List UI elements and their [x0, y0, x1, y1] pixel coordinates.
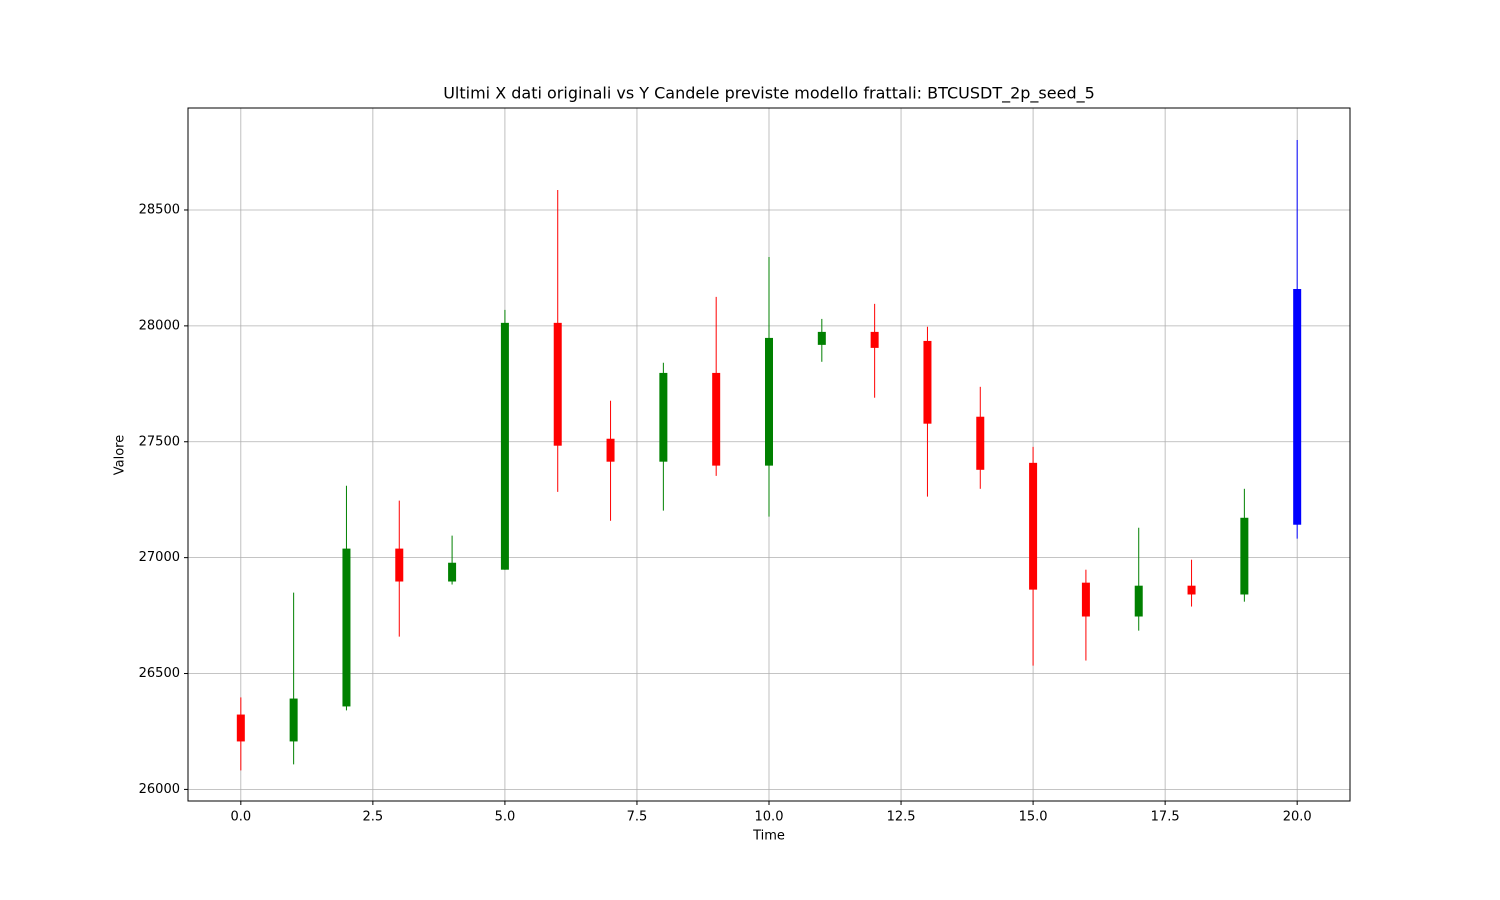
- plot-area: [188, 108, 1350, 801]
- x-axis-label: Time: [752, 829, 785, 844]
- y-tick-label: 26500: [139, 666, 180, 681]
- y-tick-label: 26000: [139, 782, 180, 797]
- candle-body: [1134, 585, 1143, 617]
- candle-body: [976, 416, 985, 470]
- y-tick-label: 27000: [139, 550, 180, 565]
- x-tick-label: 10.0: [755, 810, 784, 825]
- x-tick-label: 15.0: [1019, 810, 1048, 825]
- y-axis-label: Valore: [113, 435, 128, 475]
- candle-body: [289, 698, 298, 742]
- x-tick-label: 5.0: [495, 810, 516, 825]
- candle-body: [923, 340, 932, 424]
- x-tick-label: 17.5: [1151, 810, 1180, 825]
- candle-body: [236, 714, 245, 742]
- chart-title: Ultimi X dati originali vs Y Candele pre…: [443, 84, 1095, 104]
- candle-body: [1187, 585, 1196, 595]
- candle-body: [659, 372, 668, 462]
- y-tick-label: 27500: [139, 434, 180, 449]
- candle-body: [1293, 289, 1302, 525]
- candle-body: [342, 548, 351, 707]
- x-tick-label: 12.5: [887, 810, 916, 825]
- x-tick-label: 7.5: [627, 810, 648, 825]
- candle-body: [1240, 517, 1249, 595]
- candle-body: [1029, 462, 1038, 590]
- x-tick-label: 0.0: [230, 810, 251, 825]
- candle-body: [712, 372, 721, 466]
- candle-body: [448, 562, 457, 582]
- candle-body: [765, 337, 773, 466]
- candle-body: [500, 322, 509, 570]
- candle-body: [817, 331, 826, 345]
- candle-body: [553, 322, 562, 446]
- candle-body: [606, 438, 615, 462]
- y-tick-label: 28000: [139, 318, 180, 333]
- candle-body: [1081, 582, 1090, 617]
- x-tick-label: 2.5: [363, 810, 384, 825]
- candle-body: [870, 331, 879, 348]
- x-tick-label: 20.0: [1283, 810, 1312, 825]
- candle-body: [395, 548, 404, 582]
- y-tick-label: 28500: [139, 202, 180, 217]
